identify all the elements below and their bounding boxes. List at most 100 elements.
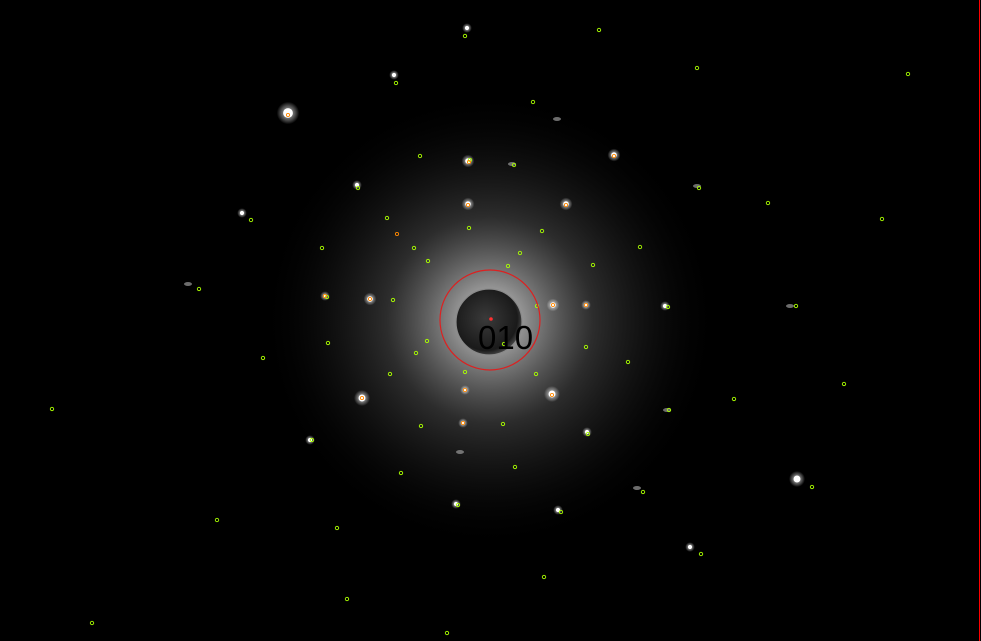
diffraction-spot [584, 429, 590, 435]
measured-spot-marker [462, 387, 468, 393]
predicted-spot-marker [418, 423, 424, 429]
predicted-spot-marker [387, 371, 393, 377]
faint-diffraction-spot [633, 486, 641, 490]
predicted-spot-marker [765, 200, 771, 206]
predicted-spot-marker [411, 245, 417, 251]
predicted-spot-marker [344, 596, 350, 602]
predicted-spot-marker [517, 250, 523, 256]
predicted-spot-marker [467, 157, 473, 163]
measured-spot-marker [285, 112, 291, 118]
diffraction-spot [563, 201, 569, 207]
predicted-spot-marker [583, 344, 589, 350]
predicted-spot-marker [384, 215, 390, 221]
predicted-spot-marker [558, 509, 564, 515]
predicted-spot-marker [585, 431, 591, 437]
dim-spots-layer [184, 117, 794, 490]
predicted-spot-marker [879, 216, 885, 222]
measured-spot-marker [359, 395, 365, 401]
measured-spot-marker [611, 153, 617, 159]
measured-spot-marker [394, 231, 400, 237]
predicted-spot-marker [89, 620, 95, 626]
diffraction-spot [465, 201, 471, 207]
predicted-spot-marker [417, 153, 423, 159]
faint-diffraction-spot [693, 184, 701, 188]
predicted-spot-marker [466, 225, 472, 231]
predicted-spot-marker [309, 437, 315, 443]
predicted-spot-marker [637, 244, 643, 250]
predicted-spot-marker [248, 217, 254, 223]
diffraction-spot [555, 507, 561, 513]
predicted-spot-marker [500, 421, 506, 427]
predicted-spot-marker [196, 286, 202, 292]
predicted-spot-marker [325, 340, 331, 346]
measured-spot-markers [285, 112, 617, 426]
diffraction-spot [358, 394, 366, 402]
measured-spot-marker [466, 159, 472, 165]
predicted-spot-marker [260, 355, 266, 361]
measured-spot-marker [549, 392, 555, 398]
predicted-spot-marker [596, 27, 602, 33]
faint-diffraction-spot [456, 450, 464, 454]
predicted-spot-marker [501, 341, 507, 347]
predicted-spot-marker [462, 33, 468, 39]
predicted-spot-marker [462, 369, 468, 375]
predicted-spot-marker [444, 630, 450, 636]
predicted-spot-marker [694, 65, 700, 71]
diffraction-spot [453, 501, 459, 507]
predicted-spot-marker [640, 489, 646, 495]
predicted-spot-marker [324, 294, 330, 300]
predicted-spot-marker [214, 517, 220, 523]
predicted-spot-marker [539, 228, 545, 234]
beam-stop-circle [439, 269, 541, 371]
predicted-spot-marker [905, 71, 911, 77]
beam-stop [455, 288, 523, 356]
diffraction-spot [793, 475, 801, 483]
predicted-spot-marker [590, 262, 596, 268]
predicted-spot-marker [505, 263, 511, 269]
measured-spot-marker [583, 302, 589, 308]
predicted-spot-marker [511, 162, 517, 168]
diffraction-spot [391, 72, 397, 78]
predicted-spot-marker [425, 258, 431, 264]
measured-spot-marker [367, 296, 373, 302]
faint-diffraction-spot [553, 117, 561, 121]
measured-spot-marker [550, 302, 556, 308]
predicted-spot-marker [793, 303, 799, 309]
predicted-spot-marker [424, 338, 430, 344]
predicted-spot-marker [698, 551, 704, 557]
predicted-spot-marker [398, 470, 404, 476]
measured-spot-marker [460, 420, 466, 426]
bright-spots-layer [237, 23, 805, 552]
predicted-spot-marker [393, 80, 399, 86]
predicted-spot-marker [625, 359, 631, 365]
predicted-spot-markers [49, 27, 911, 636]
predicted-spot-marker [809, 484, 815, 490]
diffraction-spot [239, 210, 245, 216]
predicted-spot-marker [530, 99, 536, 105]
faint-diffraction-spot [786, 304, 794, 308]
predicted-spot-marker [455, 502, 461, 508]
measured-spot-marker [465, 202, 471, 208]
predicted-spot-marker [841, 381, 847, 387]
measured-spot-marker [322, 293, 328, 299]
measured-spot-marker [563, 202, 569, 208]
diffraction-spot [464, 25, 470, 31]
center-marker [489, 317, 493, 321]
predicted-spot-marker [413, 350, 419, 356]
predicted-spot-marker [731, 396, 737, 402]
zone-axis-label: 010 [478, 319, 533, 356]
predicted-spot-marker [541, 574, 547, 580]
faint-diffraction-spot [184, 282, 192, 286]
predicted-spot-marker [390, 297, 396, 303]
predicted-spot-marker [334, 525, 340, 531]
predicted-spot-marker [696, 185, 702, 191]
diffraction-spot [611, 152, 617, 158]
predicted-spot-marker [355, 185, 361, 191]
predicted-spot-marker [666, 407, 672, 413]
diffraction-spot [687, 544, 693, 550]
predicted-spot-marker [665, 304, 671, 310]
predicted-spot-marker [319, 245, 325, 251]
predicted-spot-marker [49, 406, 55, 412]
